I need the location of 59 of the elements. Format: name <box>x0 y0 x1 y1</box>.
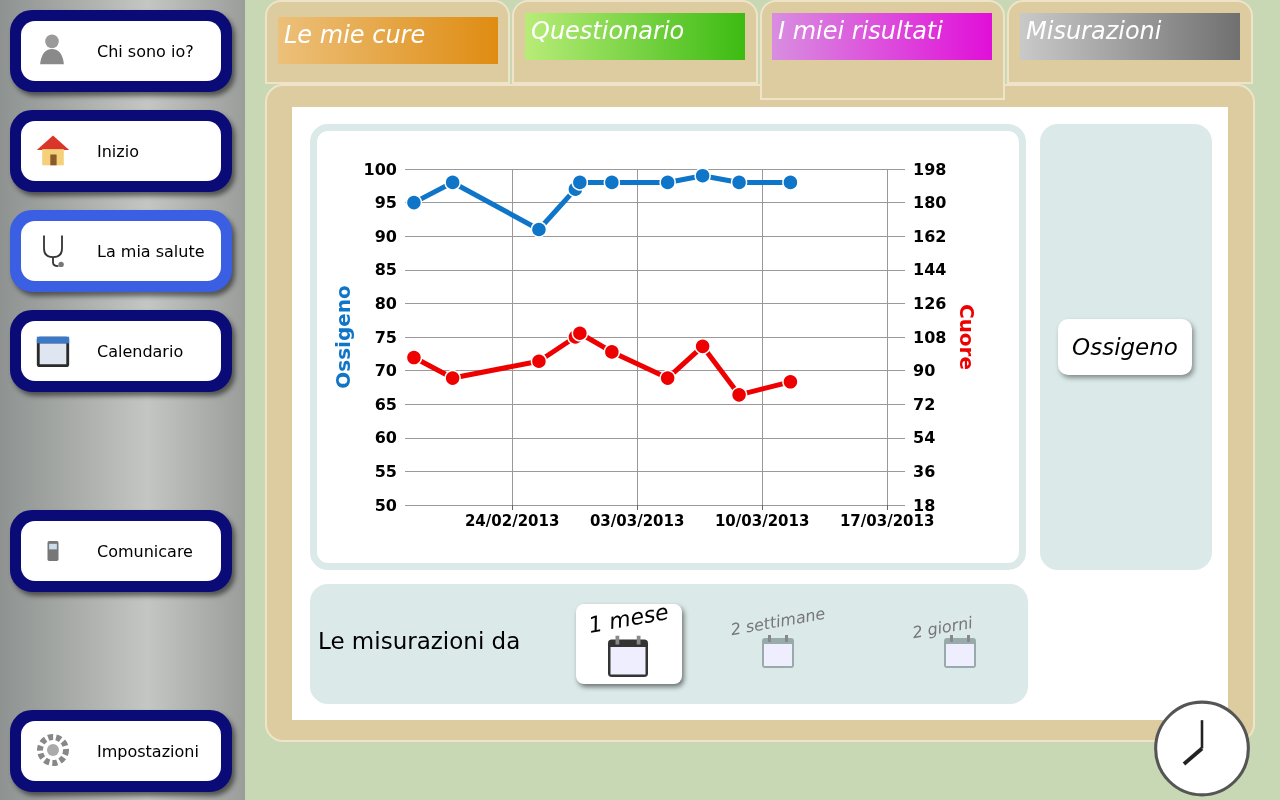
y2-tick-label: 126 <box>913 293 947 313</box>
text: Le misurazioni da <box>318 628 521 654</box>
x-tick-label: 24/02/2013 <box>464 511 560 530</box>
point <box>730 386 748 404</box>
y2-tick-label: 90 <box>913 361 936 381</box>
point <box>530 221 548 238</box>
y-tick-label: 60 <box>374 428 397 448</box>
y-tick-label: 80 <box>374 293 397 313</box>
y-tick-label: 70 <box>374 361 397 381</box>
y2-tick-label: 180 <box>913 193 947 213</box>
text: Comunicare <box>97 541 193 561</box>
x-tick-label: 10/03/2013 <box>714 511 810 530</box>
point <box>782 174 799 191</box>
text: Inizio <box>97 141 139 161</box>
point <box>694 167 711 184</box>
text: Le mie cure <box>278 17 498 64</box>
y2-tick-label: 72 <box>913 394 936 414</box>
point <box>444 369 461 387</box>
point <box>659 369 676 387</box>
y2-tick-label: 36 <box>913 461 936 481</box>
point <box>530 353 548 370</box>
point <box>694 338 711 355</box>
text: Calendario <box>97 341 184 361</box>
y2-tick-label: 198 <box>913 159 947 179</box>
y-tick-label: 85 <box>374 260 397 280</box>
text: Impostazioni <box>97 741 199 761</box>
y-tick-label: 65 <box>374 394 397 414</box>
text: 2 giorni <box>910 612 975 643</box>
point <box>405 194 423 211</box>
point <box>603 343 621 361</box>
point <box>782 373 799 391</box>
point <box>730 174 748 191</box>
point <box>444 174 461 191</box>
y2-tick-label: 54 <box>913 428 936 448</box>
point <box>571 325 589 342</box>
point <box>603 174 621 191</box>
text: I miei risultati <box>772 13 992 60</box>
y2-tick-label: 144 <box>913 260 947 280</box>
text: Ossigeno <box>1058 319 1192 375</box>
text: La mia salute <box>97 241 205 261</box>
text: Misurazioni <box>1020 13 1240 60</box>
text: 1 mese <box>586 599 671 638</box>
y2-axis-title: Cuore <box>955 303 980 371</box>
y2-tick-label: 108 <box>913 327 947 347</box>
point <box>659 174 676 191</box>
y-tick-label: 75 <box>374 327 397 347</box>
text: 2 settimane <box>729 603 827 640</box>
y-tick-label: 90 <box>374 226 397 246</box>
point <box>571 174 589 191</box>
y-axis-title: Ossigeno <box>330 285 355 389</box>
text: Questionario <box>525 13 745 60</box>
point <box>405 349 423 366</box>
text: Chi sono io? <box>97 41 194 61</box>
y-tick-label: 100 <box>363 159 397 179</box>
y-tick-label: 55 <box>374 461 397 481</box>
y-tick-label: 95 <box>374 193 397 213</box>
x-tick-label: 03/03/2013 <box>589 511 685 530</box>
y2-tick-label: 162 <box>913 226 947 246</box>
y-tick-label: 50 <box>374 495 397 515</box>
